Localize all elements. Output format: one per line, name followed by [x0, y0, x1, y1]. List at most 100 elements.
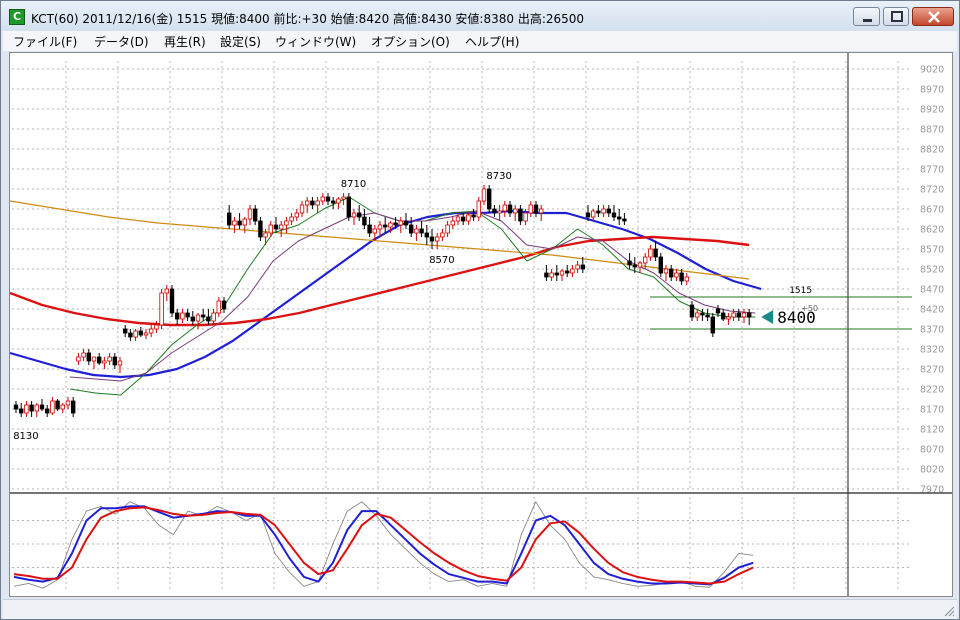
- candle-body: [211, 312, 216, 322]
- candle-body: [481, 188, 487, 202]
- candle-body: [736, 312, 741, 318]
- window-title: KCT(60) 2011/12/16(金) 1515 現値:8400 前比:+3…: [31, 12, 585, 26]
- candle-body: [117, 360, 123, 366]
- menu-help[interactable]: ヘルプ(H): [465, 35, 520, 49]
- candle-body: [689, 304, 695, 318]
- candle-body: [497, 210, 502, 214]
- close-button[interactable]: [912, 7, 954, 26]
- candle-body: [466, 214, 471, 222]
- candle-body: [143, 332, 149, 336]
- candle-body: [232, 220, 237, 226]
- close-icon: [928, 11, 940, 23]
- chart-canvas: 9020 8970 8920 8870 8820 8770 8720 8670 8620 8570…: [10, 53, 952, 596]
- candle-body: [533, 204, 539, 214]
- y-tick-label: 8120: [920, 425, 944, 436]
- candle-body: [377, 224, 383, 230]
- menu-data[interactable]: データ(D): [94, 35, 149, 49]
- chart-area[interactable]: 9020 8970 8920 8870 8820 8770 8720 8670 8620 8570…: [9, 52, 953, 597]
- menu-bar: ファイル(F) データ(D) 再生(R) 設定(S) ウィンドウ(W) オプショ…: [3, 31, 957, 51]
- candle-body: [653, 248, 658, 258]
- candle-body: [330, 200, 336, 204]
- menu-options[interactable]: オプション(O): [371, 35, 450, 49]
- candle-body: [242, 218, 247, 226]
- menu-file[interactable]: ファイル(F): [13, 35, 78, 49]
- candle-body: [570, 268, 575, 274]
- candle-body: [216, 300, 221, 314]
- candle-body: [648, 248, 653, 258]
- menu-window[interactable]: ウィンドウ(W): [275, 35, 357, 49]
- candle-body: [539, 208, 544, 214]
- candle-body: [351, 212, 357, 218]
- candle-body: [97, 356, 102, 364]
- y-tick-label: 8170: [920, 405, 944, 416]
- candle-body: [367, 224, 372, 234]
- candle-body: [440, 232, 445, 238]
- candle-body: [414, 228, 419, 234]
- candle-body: [408, 224, 414, 234]
- y-tick-label: 8620: [920, 225, 944, 236]
- candle-body: [715, 308, 721, 314]
- candle-body: [180, 312, 185, 320]
- candle-body: [528, 204, 533, 214]
- candle-body: [325, 196, 331, 202]
- menu-settings[interactable]: 設定(S): [220, 35, 261, 49]
- candle-body: [518, 208, 523, 222]
- candle-body: [138, 330, 143, 336]
- candle-body: [29, 404, 34, 412]
- y-tick-label: 7970: [920, 485, 944, 496]
- candle-body: [455, 216, 461, 222]
- candle-body: [24, 404, 29, 414]
- candle-body: [710, 316, 715, 334]
- candle-body: [148, 328, 154, 334]
- osc-series-slow_red: [13, 506, 754, 585]
- candle-body: [154, 324, 159, 330]
- candle-body: [388, 222, 393, 228]
- y-tick-label: 8070: [920, 445, 944, 456]
- candle-body: [674, 272, 679, 278]
- candle-body: [741, 312, 747, 318]
- candle-body: [60, 404, 65, 410]
- candle-body: [50, 400, 55, 414]
- y-tick-label: 8970: [920, 85, 944, 96]
- price-annotation: 8730: [486, 171, 511, 182]
- candle-body: [507, 204, 513, 214]
- candle-body: [195, 314, 201, 322]
- candle-body: [721, 312, 726, 320]
- candle-body: [669, 268, 674, 278]
- candle-body: [200, 314, 206, 318]
- candle-body: [450, 220, 455, 226]
- volume-label: 1515: [789, 286, 812, 296]
- candle-body: [128, 332, 133, 338]
- candle-body: [310, 200, 315, 206]
- candle-body: [320, 196, 325, 202]
- resize-grip-icon[interactable]: [943, 605, 955, 617]
- maximize-icon: [891, 11, 903, 22]
- y-tick-label: 8370: [920, 325, 944, 336]
- candle-body: [747, 312, 752, 318]
- candle-body: [164, 288, 169, 294]
- candle-body: [284, 220, 289, 226]
- candle-body: [575, 264, 580, 270]
- candle-body: [601, 208, 606, 214]
- maximize-button[interactable]: [883, 7, 909, 26]
- osc-series-fast_blue: [13, 505, 754, 586]
- y-tick-label: 8270: [920, 365, 944, 376]
- candle-body: [112, 356, 117, 366]
- chart-app-icon[interactable]: C: [9, 9, 25, 25]
- candle-body: [258, 220, 263, 238]
- menu-playback[interactable]: 再生(R): [164, 35, 206, 49]
- candle-body: [91, 356, 97, 362]
- candle-body: [263, 232, 268, 238]
- price-annotation: 8710: [341, 179, 366, 190]
- candle-body: [611, 212, 617, 218]
- candle-body: [726, 316, 731, 320]
- title-bar[interactable]: C KCT(60) 2011/12/16(金) 1515 現値:8400 前比:…: [1, 1, 959, 31]
- candle-body: [372, 228, 377, 234]
- candle-body: [252, 208, 258, 222]
- y-tick-label: 8820: [920, 145, 944, 156]
- change-label: +50: [801, 304, 818, 313]
- y-tick-label: 8570: [920, 245, 944, 256]
- minimize-button[interactable]: [853, 7, 880, 26]
- price-annotation: 8130: [13, 431, 38, 442]
- y-tick-label: 8920: [920, 105, 944, 116]
